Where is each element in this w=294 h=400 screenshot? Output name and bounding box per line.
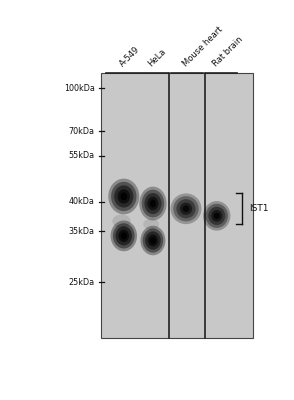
Ellipse shape: [121, 232, 127, 239]
Ellipse shape: [113, 223, 135, 248]
Text: IST1: IST1: [249, 204, 269, 213]
Ellipse shape: [145, 231, 161, 250]
Text: 55kDa: 55kDa: [69, 151, 95, 160]
Ellipse shape: [203, 201, 230, 231]
Text: 25kDa: 25kDa: [69, 278, 95, 286]
Ellipse shape: [206, 204, 228, 228]
Text: Mouse heart: Mouse heart: [181, 24, 224, 68]
Bar: [101, 73, 253, 338]
Ellipse shape: [143, 219, 159, 230]
Ellipse shape: [208, 207, 225, 225]
Text: 35kDa: 35kDa: [69, 227, 95, 236]
Ellipse shape: [141, 226, 166, 255]
Ellipse shape: [116, 226, 132, 246]
Text: 100kDa: 100kDa: [64, 84, 95, 92]
Ellipse shape: [142, 190, 164, 218]
Text: A-549: A-549: [118, 44, 142, 68]
Text: Rat brain: Rat brain: [211, 34, 245, 68]
Text: 40kDa: 40kDa: [69, 198, 95, 206]
Ellipse shape: [148, 234, 158, 246]
Ellipse shape: [150, 237, 156, 244]
Ellipse shape: [180, 203, 192, 215]
Ellipse shape: [118, 230, 129, 242]
Ellipse shape: [111, 220, 137, 251]
Ellipse shape: [173, 196, 199, 222]
Ellipse shape: [139, 186, 167, 220]
Ellipse shape: [111, 182, 136, 211]
Ellipse shape: [183, 205, 189, 212]
Text: HeLa: HeLa: [147, 46, 168, 68]
Ellipse shape: [144, 193, 161, 214]
Ellipse shape: [211, 210, 222, 222]
Ellipse shape: [143, 228, 163, 253]
Ellipse shape: [118, 189, 130, 204]
Text: 70kDa: 70kDa: [69, 127, 95, 136]
Ellipse shape: [171, 193, 201, 224]
Ellipse shape: [214, 213, 220, 219]
Ellipse shape: [176, 199, 196, 218]
Ellipse shape: [150, 200, 156, 207]
Ellipse shape: [112, 214, 131, 228]
Ellipse shape: [120, 192, 127, 200]
Ellipse shape: [114, 185, 133, 208]
Ellipse shape: [148, 197, 158, 210]
Ellipse shape: [108, 178, 139, 214]
